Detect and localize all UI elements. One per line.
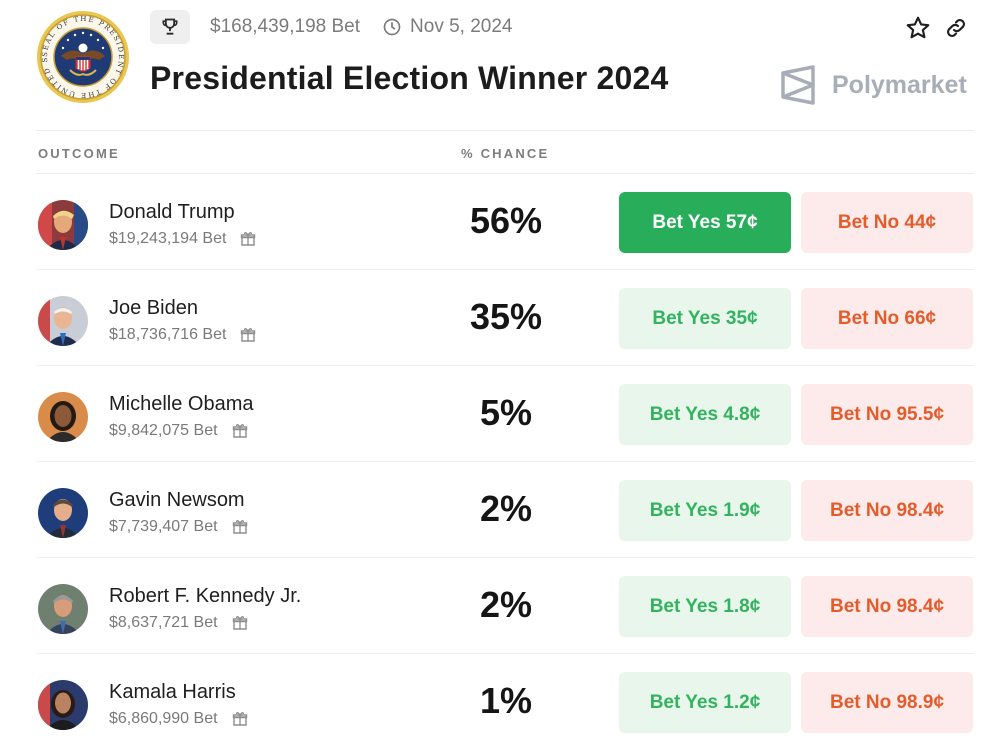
bet-no-button[interactable]: Bet No 98.4¢: [801, 576, 973, 637]
row-divider: [36, 269, 974, 270]
outcome-volume-text: $8,637,721 Bet: [109, 614, 218, 631]
avatar-biden: [38, 296, 88, 346]
link-icon[interactable]: [944, 16, 968, 40]
table-head-divider: [36, 173, 974, 174]
outcome-row-biden[interactable]: Joe Biden $18,736,716 Bet 35% Bet Yes 35…: [36, 270, 974, 366]
avatar-obama: [38, 392, 88, 442]
bet-yes-button[interactable]: Bet Yes 35¢: [619, 288, 791, 349]
trophy-icon: [162, 18, 178, 35]
outcome-volume-text: $7,739,407 Bet: [109, 518, 218, 535]
presidential-seal-logo: SEAL OF THE PRESIDENT OF THE UNITED STAT…: [36, 10, 129, 103]
polymarket-logo-icon: [781, 65, 815, 105]
total-volume: $168,439,198 Bet: [210, 16, 361, 37]
outcome-volume: $6,860,990 Bet: [109, 710, 248, 728]
market-header: SEAL OF THE PRESIDENT OF THE UNITED STAT…: [0, 0, 1000, 130]
star-icon[interactable]: [905, 15, 931, 41]
bet-yes-button[interactable]: Bet Yes 1.9¢: [619, 480, 791, 541]
outcome-name: Kamala Harris: [109, 681, 236, 703]
outcome-volume-text: $9,842,075 Bet: [109, 422, 218, 439]
avatar-newsom: [38, 488, 88, 538]
bet-no-button[interactable]: Bet No 98.9¢: [801, 672, 973, 733]
end-date: Nov 5, 2024: [410, 16, 513, 37]
gift-icon[interactable]: [232, 519, 248, 535]
row-divider: [36, 557, 974, 558]
bet-no-button[interactable]: Bet No 98.4¢: [801, 480, 973, 541]
gift-icon[interactable]: [232, 615, 248, 631]
market-meta: $168,439,198 Bet Nov 5, 2024: [150, 10, 513, 44]
outcome-volume: $18,736,716 Bet: [109, 326, 256, 344]
outcome-row-obama[interactable]: Michelle Obama $9,842,075 Bet 5% Bet Yes…: [36, 366, 974, 462]
outcome-name: Gavin Newsom: [109, 489, 245, 511]
outcome-name: Michelle Obama: [109, 393, 254, 415]
header-divider: [36, 130, 974, 131]
outcome-chance: 2%: [479, 488, 533, 529]
bet-no-button[interactable]: Bet No 44¢: [801, 192, 973, 253]
bet-no-button[interactable]: Bet No 95.5¢: [801, 384, 973, 445]
gift-icon[interactable]: [240, 327, 256, 343]
bet-yes-button[interactable]: Bet Yes 57¢: [619, 192, 791, 253]
outcome-name: Donald Trump: [109, 201, 235, 223]
outcome-name: Joe Biden: [109, 297, 198, 319]
outcome-row-trump[interactable]: Donald Trump $19,243,194 Bet 56% Bet Yes…: [36, 174, 974, 270]
outcome-chance: 35%: [469, 296, 543, 337]
outcome-row-kennedy[interactable]: Robert F. Kennedy Jr. $8,637,721 Bet 2% …: [36, 558, 974, 654]
avatar-harris: [38, 680, 88, 730]
outcome-volume-text: $19,243,194 Bet: [109, 230, 227, 247]
row-divider: [36, 653, 974, 654]
gift-icon[interactable]: [232, 711, 248, 727]
column-header-chance: % CHANCE: [461, 146, 550, 161]
page-title: Presidential Election Winner 2024: [150, 60, 669, 96]
outcome-row-harris[interactable]: Kamala Harris $6,860,990 Bet 1% Bet Yes …: [36, 654, 974, 740]
trophy-badge[interactable]: [150, 10, 190, 44]
bet-yes-button[interactable]: Bet Yes 4.8¢: [619, 384, 791, 445]
avatar-kennedy: [38, 584, 88, 634]
outcome-chance: 5%: [479, 392, 533, 433]
bet-yes-button[interactable]: Bet Yes 1.8¢: [619, 576, 791, 637]
avatar-trump: [38, 200, 88, 250]
column-header-outcome: OUTCOME: [38, 146, 120, 161]
outcome-volume: $19,243,194 Bet: [109, 230, 256, 248]
clock-icon: [383, 18, 401, 36]
outcome-volume: $7,739,407 Bet: [109, 518, 248, 536]
row-divider: [36, 365, 974, 366]
outcome-name: Robert F. Kennedy Jr.: [109, 585, 302, 607]
polymarket-brand: Polymarket: [780, 64, 967, 106]
outcome-volume-text: $18,736,716 Bet: [109, 326, 227, 343]
gift-icon[interactable]: [240, 231, 256, 247]
outcome-volume-text: $6,860,990 Bet: [109, 710, 218, 727]
brand-name: Polymarket: [832, 70, 967, 99]
bet-no-button[interactable]: Bet No 66¢: [801, 288, 973, 349]
outcome-volume: $8,637,721 Bet: [109, 614, 248, 632]
bet-yes-button[interactable]: Bet Yes 1.2¢: [619, 672, 791, 733]
row-divider: [36, 461, 974, 462]
outcome-chance: 1%: [479, 680, 533, 721]
gift-icon[interactable]: [232, 423, 248, 439]
outcome-chance: 56%: [469, 200, 543, 241]
outcome-volume: $9,842,075 Bet: [109, 422, 248, 440]
outcome-row-newsom[interactable]: Gavin Newsom $7,739,407 Bet 2% Bet Yes 1…: [36, 462, 974, 558]
outcome-chance: 2%: [479, 584, 533, 625]
